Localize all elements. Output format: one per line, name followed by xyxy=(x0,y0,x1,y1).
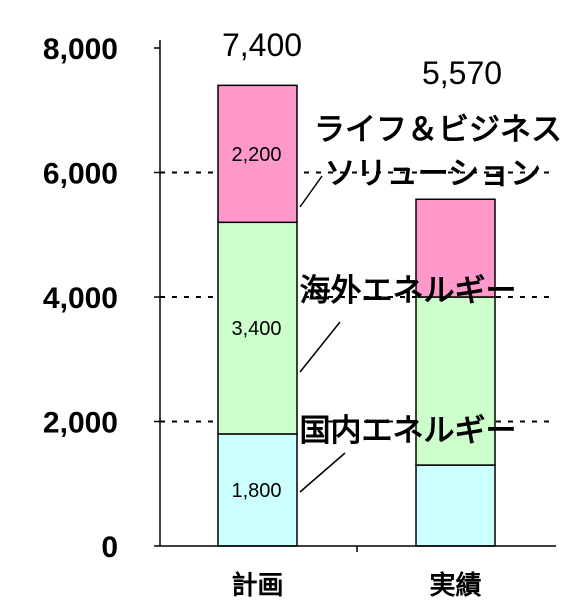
leader-line-overseas xyxy=(299,321,341,373)
series-label-domestic: 国内エネルギー xyxy=(300,413,517,449)
bar-segment xyxy=(415,464,496,547)
y-tick-label: 6,000 xyxy=(43,158,118,191)
y-tick-label: 8,000 xyxy=(43,33,118,66)
x-tick-label: 計画 xyxy=(231,570,283,601)
y-tick-label: 2,000 xyxy=(43,407,118,440)
bar-segment xyxy=(217,433,298,547)
leader-line-life-business xyxy=(299,175,323,208)
bar-segment xyxy=(415,198,496,298)
series-label-overseas: 海外エネルギー xyxy=(300,273,517,309)
segment-value-label: 3,400 xyxy=(231,318,281,340)
bar-segment xyxy=(217,84,298,224)
segment-value-label: 2,200 xyxy=(231,144,281,166)
y-tick-label: 4,000 xyxy=(43,282,118,315)
y-tick-label: 0 xyxy=(101,531,118,564)
x-tick-label: 実績 xyxy=(429,570,481,601)
bar-segment xyxy=(415,296,496,466)
segment-value-label: 1,800 xyxy=(231,480,281,502)
bar-total-label: 5,570 xyxy=(422,55,502,91)
series-label-life-business: ライフ＆ビジネス xyxy=(314,112,562,148)
bar-total-label: 7,400 xyxy=(222,27,302,63)
series-label-life-business: ソリューション xyxy=(325,156,541,192)
bar-segment xyxy=(217,221,298,435)
leader-line-domestic xyxy=(299,452,346,493)
